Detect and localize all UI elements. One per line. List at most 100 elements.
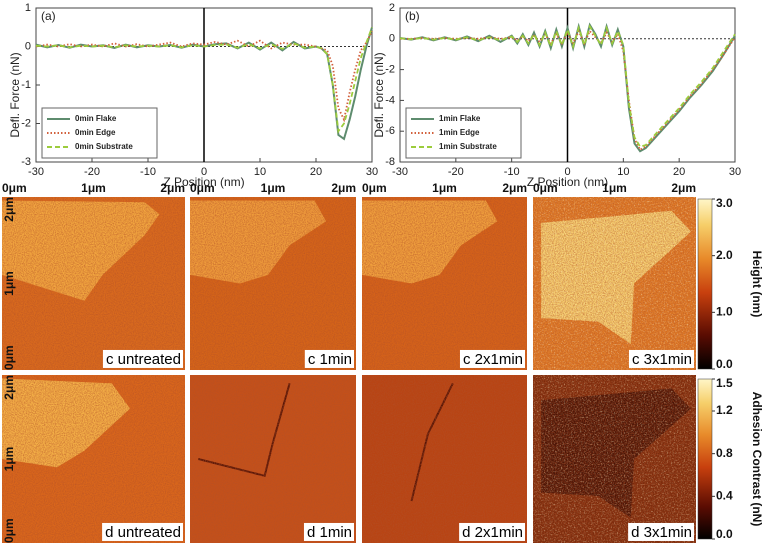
panel-label: d 2x1min [462,524,523,541]
image-y-label: 1μm [2,271,16,296]
image-x-label: 1μm [261,181,286,195]
image-x-label: 0μm [362,181,387,195]
image-x-label: 2μm [160,181,185,195]
colorbar-tick-label: 0.0 [716,527,733,541]
image-x-label: 2μm [331,181,356,195]
afm-texture [2,197,185,370]
panel-label-bg [459,522,525,541]
afm-panel [2,197,185,370]
y-tick-label: -2 [21,117,31,129]
x-tick-label: -10 [504,166,520,178]
legend-label: 0min Flake [75,114,117,123]
y-axis-label: Defl. Force (nN) [372,52,386,137]
panel-label: d 1min [307,524,352,541]
panel-label-bg [628,522,694,541]
data-line [35,30,373,123]
afm-panel [190,375,356,543]
y-tick-label: 0 [25,40,31,52]
afm-texture [362,375,527,543]
image-x-label: 1μm [432,181,457,195]
y-tick-label: -8 [385,156,395,168]
colorbar [697,378,713,540]
y-tick-label: -6 [385,125,395,137]
panel-label: c 3x1min [632,351,692,368]
panel-label-bg [628,349,694,368]
image-y-label: 1μm [2,447,16,472]
image-x-label: 2μm [502,181,527,195]
y-axis-label: Defl. Force (nN) [8,52,22,137]
panel-label-bg [303,522,354,541]
x-tick-label: 10 [254,166,266,178]
x-tick-label: -20 [84,166,100,178]
colorbar-tick-label: 1.0 [716,305,733,319]
image-y-label: 0μm [2,345,16,370]
panel-label-bg [459,349,525,368]
x-tick-label: -20 [448,166,464,178]
panel-label-bg [304,349,354,368]
image-y-label: 2μm [2,375,16,400]
image-x-label: 1μm [81,181,106,195]
afm-texture [190,375,356,543]
data-line [35,26,373,134]
colorbar-tick-label: 2.0 [716,248,733,262]
colorbar [697,198,713,370]
image-y-label: 0μm [2,518,16,543]
afm-texture [362,197,527,370]
image-y-label: 2μm [2,197,16,222]
x-tick-label: 30 [366,166,378,178]
data-line [399,24,736,148]
panel-label: c untreated [106,351,181,368]
panel-label: c 1min [308,351,352,368]
legend-label: 1min Flake [439,114,481,123]
afm-panel [362,197,527,370]
y-tick-label: -3 [21,156,31,168]
y-tick-label: 0 [389,33,395,45]
afm-panel [190,197,356,370]
y-tick-label: 2 [389,2,395,14]
image-x-label: 1μm [602,181,627,195]
y-tick-label: -2 [385,64,395,76]
afm-texture [190,197,356,370]
x-axis-label: Z Position (nm) [163,175,244,189]
image-x-label: 0μm [190,181,215,195]
legend-label: 0min Substrate [75,142,133,151]
afm-texture [2,375,185,543]
afm-speckle [533,197,696,370]
x-tick-label: 20 [310,166,322,178]
x-tick-label: -10 [140,166,156,178]
legend-label: 1min Substrate [439,142,497,151]
colorbar-label: Height (nm) [750,251,764,318]
x-tick-label: 20 [673,166,685,178]
afm-speckle [533,375,696,543]
panel-label: (b) [405,9,420,23]
panel-label: d 3x1min [631,524,692,541]
colorbar-tick-label: 0.0 [716,357,733,371]
afm-panel [2,375,185,543]
image-x-label: 2μm [671,181,696,195]
colorbar-label: Adhesion Contrast (nN) [750,392,764,527]
y-tick-label: 1 [25,2,31,14]
x-tick-label: 10 [617,166,629,178]
afm-panel [533,197,696,370]
x-tick-label: -30 [392,166,408,178]
panel-label: (a) [41,9,56,23]
colorbar-tick-label: 0.4 [716,489,733,503]
colorbar-tick-label: 1.5 [716,376,733,390]
afm-panel [533,375,696,543]
x-tick-label: -30 [28,166,44,178]
y-tick-label: -1 [21,79,31,91]
panel-label-bg [102,349,183,368]
colorbar-tick-label: 3.0 [716,196,733,210]
panel-label: d untreated [105,524,181,541]
legend-label: 0min Edge [75,128,116,137]
image-x-label: 0μm [2,181,27,195]
image-x-label: 0μm [533,181,558,195]
x-tick-label: 30 [729,166,741,178]
x-tick-label: 0 [564,166,570,178]
colorbar-tick-label: 0.8 [716,446,733,460]
x-axis-label: Z Position (nm) [527,175,608,189]
colorbar-tick-label: 1.2 [716,403,733,417]
panel-label: c 2x1min [463,351,523,368]
